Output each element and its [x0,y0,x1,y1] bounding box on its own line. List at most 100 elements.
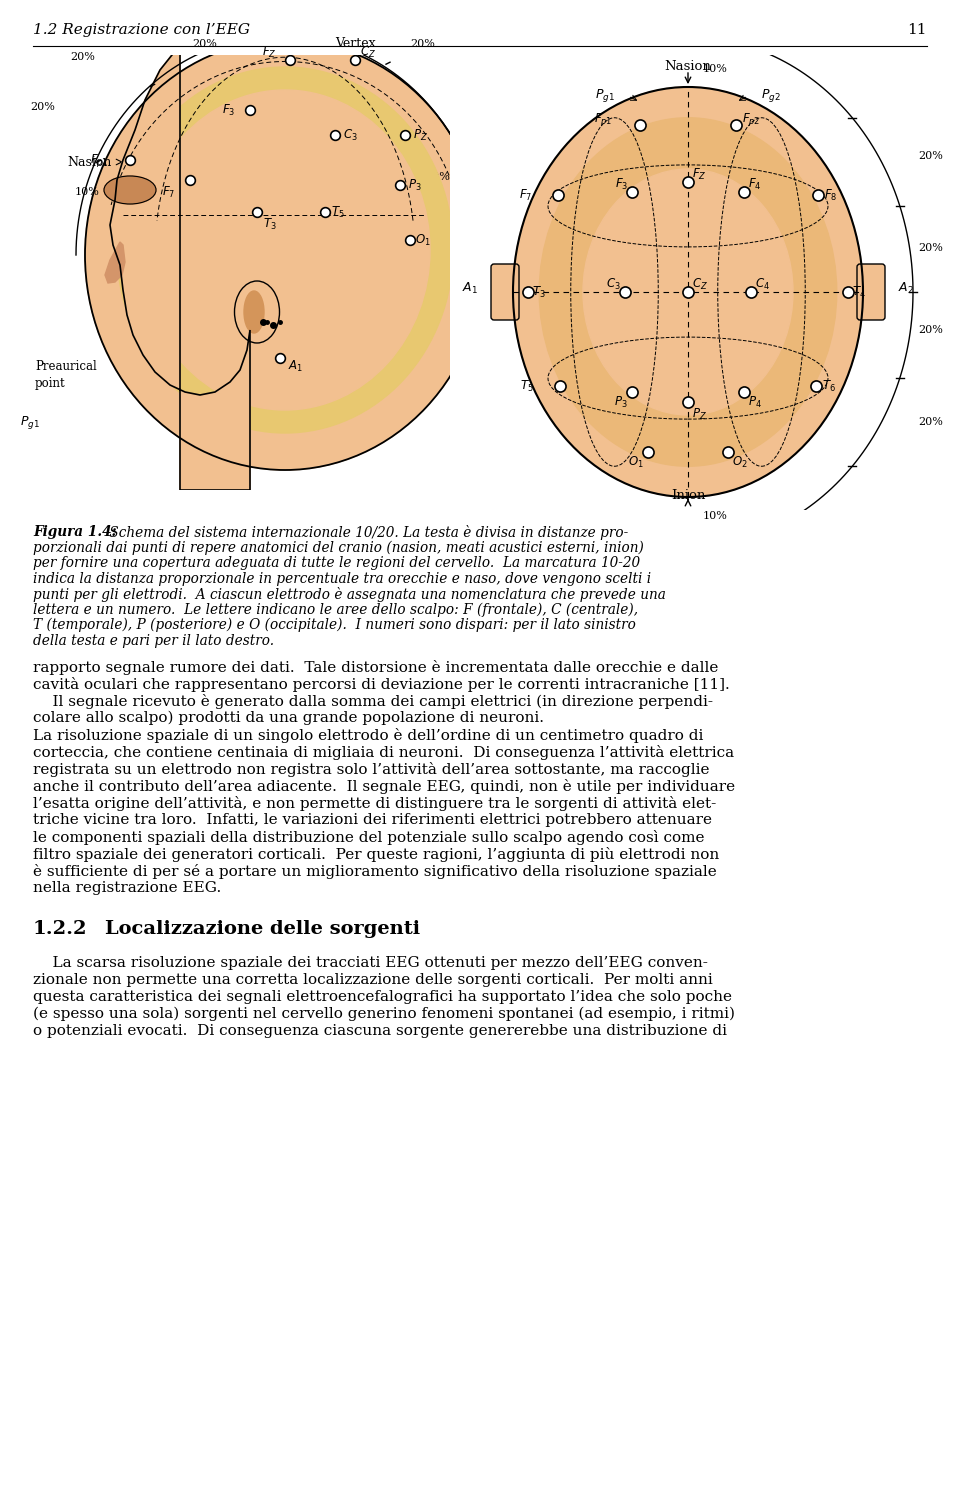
Text: $P_Z$: $P_Z$ [413,128,428,143]
Text: rapporto segnale rumore dei dati.  Tale distorsione è incrementata dalle orecchi: rapporto segnale rumore dei dati. Tale d… [33,660,718,675]
Text: $T_5$: $T_5$ [520,379,534,394]
Text: La risoluzione spaziale di un singolo elettrodo è dell’ordine di un centimetro q: La risoluzione spaziale di un singolo el… [33,727,704,742]
Text: 1.2 Registrazione con l’EEG: 1.2 Registrazione con l’EEG [33,23,250,38]
Text: 20%: 20% [918,325,943,335]
Text: $C_3$: $C_3$ [343,128,358,143]
Ellipse shape [583,168,793,415]
Text: 10%: 10% [255,422,280,431]
Text: Figura 1.4:: Figura 1.4: [33,525,116,540]
Text: è sufficiente di per sé a portare un miglioramento significativo della risoluzio: è sufficiente di per sé a portare un mig… [33,864,717,879]
Text: Schema del sistema internazionale 10/20. La testa è divisa in distanze pro-: Schema del sistema internazionale 10/20.… [105,525,628,540]
Polygon shape [110,45,250,490]
Text: $P_4$: $P_4$ [748,394,762,409]
Text: $F_7$: $F_7$ [162,185,176,200]
Text: anche il contributo dell’area adiacente.  Il segnale EEG, quindi, non è utile pe: anche il contributo dell’area adiacente.… [33,779,735,794]
Text: 1.2.2: 1.2.2 [33,920,87,938]
Text: $C_Z$: $C_Z$ [360,45,376,60]
Text: $C_4$: $C_4$ [755,277,770,292]
Text: Vertex: Vertex [335,38,375,50]
Text: $P_Z$: $P_Z$ [692,406,707,421]
Polygon shape [110,45,250,490]
Text: $F_{p2}$: $F_{p2}$ [742,111,760,128]
Text: 11: 11 [907,23,927,38]
Text: o potenziali evocati.  Di conseguenza ciascuna sorgente genererebbe una distribu: o potenziali evocati. Di conseguenza cia… [33,1024,727,1039]
Text: $P_3$: $P_3$ [614,394,628,409]
Ellipse shape [513,87,863,497]
Text: 20%: 20% [30,102,55,113]
FancyBboxPatch shape [857,265,885,320]
Text: $P_3$: $P_3$ [408,177,421,192]
Ellipse shape [244,292,264,334]
Text: $F_4$: $F_4$ [748,176,761,191]
Text: zionale non permette una corretta localizzazione delle sorgenti corticali.  Per : zionale non permette una corretta locali… [33,972,712,987]
Text: $F_3$: $F_3$ [614,176,628,191]
Text: $A_2$: $A_2$ [898,281,914,296]
Text: Inion: Inion [671,488,706,502]
Text: $A_1$: $A_1$ [288,358,303,374]
Text: 20%: 20% [425,253,450,262]
Text: punti per gli elettrodi.  A ciascun elettrodo è assegnata una nomenclatura che p: punti per gli elettrodi. A ciascun elett… [33,588,666,603]
Text: questa caratteristica dei segnali elettroencefalografici ha supportato l’idea ch: questa caratteristica dei segnali elettr… [33,990,732,1004]
Text: della testa e pari per il lato destro.: della testa e pari per il lato destro. [33,633,275,648]
Text: $T_3$: $T_3$ [532,284,545,299]
Text: nella registrazione EEG.: nella registrazione EEG. [33,881,221,894]
Text: 20%: 20% [71,53,95,62]
Text: filtro spaziale dei generatori corticali.  Per queste ragioni, l’aggiunta di più: filtro spaziale dei generatori corticali… [33,848,719,863]
Text: Nasion: Nasion [67,155,111,168]
Text: 20%: 20% [918,150,943,161]
Text: lettera e un numero.  Le lettere indicano le aree dello scalpo: F (frontale), C : lettera e un numero. Le lettere indicano… [33,603,638,616]
Text: 20%: 20% [918,418,943,427]
Text: 10%: 10% [703,511,728,522]
Text: cavità oculari che rappresentano percorsi di deviazione per le correnti intracra: cavità oculari che rappresentano percors… [33,676,730,691]
Text: $T_3$: $T_3$ [263,216,276,231]
Text: $P_{g2}$: $P_{g2}$ [761,87,780,104]
Text: $F_8$: $F_8$ [824,188,837,203]
Text: l’esatta origine dell’attività, e non permette di distinguere tra le sorgenti di: l’esatta origine dell’attività, e non pe… [33,797,716,812]
Text: Localizzazione delle sorgenti: Localizzazione delle sorgenti [105,920,420,938]
Text: $F_{p1}$: $F_{p1}$ [90,152,108,168]
Text: $F_Z$: $F_Z$ [692,167,707,182]
Text: triche vicine tra loro.  Infatti, le variazioni dei riferimenti elettrici potreb: triche vicine tra loro. Infatti, le vari… [33,813,712,827]
Text: 10%: 10% [75,186,100,197]
Text: $F_{p1}$: $F_{p1}$ [593,111,612,128]
Text: $C_Z$: $C_Z$ [692,277,708,292]
Text: 10%: 10% [375,373,400,382]
Text: $F_Z$: $F_Z$ [262,45,276,60]
Ellipse shape [140,90,430,410]
Ellipse shape [104,176,156,204]
Text: 20%: 20% [425,171,450,182]
Text: indica la distanza proporzionale in percentuale tra orecchie e naso, dove vengon: indica la distanza proporzionale in perc… [33,571,651,586]
Text: $F_3$: $F_3$ [222,102,235,117]
Text: $T_4$: $T_4$ [852,284,866,299]
Text: $P_{g1}$: $P_{g1}$ [595,87,615,104]
Text: $T_5$: $T_5$ [331,204,345,219]
Ellipse shape [117,68,453,433]
Text: $F_7$: $F_7$ [518,188,532,203]
Text: 20%: 20% [193,39,217,50]
Text: le componenti spaziali della distribuzione del potenziale sullo scalpo agendo co: le componenti spaziali della distribuzio… [33,830,705,845]
Ellipse shape [85,41,485,470]
Text: T (temporale), P (posteriore) e O (occipitale).  I numeri sono dispari: per il l: T (temporale), P (posteriore) e O (occip… [33,618,636,633]
Text: colare allo scalpo) prodotti da una grande popolazione di neuroni.: colare allo scalpo) prodotti da una gran… [33,711,544,726]
Text: $P_{g1}$: $P_{g1}$ [20,413,39,430]
Text: $T_6$: $T_6$ [822,379,836,394]
Polygon shape [105,242,125,283]
Text: La scarsa risoluzione spaziale dei tracciati EEG ottenuti per mezzo dell’EEG con: La scarsa risoluzione spaziale dei tracc… [33,956,708,969]
Text: $O_2$: $O_2$ [732,454,748,469]
Text: 10%: 10% [703,65,728,74]
Text: (e spesso una sola) sorgenti nel cervello generino fenomeni spontanei (ad esempi: (e spesso una sola) sorgenti nel cervell… [33,1007,735,1022]
Text: $O_1$: $O_1$ [415,233,431,248]
Text: Nasion: Nasion [664,60,711,74]
Text: $C_3$: $C_3$ [607,277,621,292]
Text: Inion: Inion [400,328,433,341]
Text: porzionali dai punti di repere anatomici del cranio (nasion, meati acustici este: porzionali dai punti di repere anatomici… [33,541,644,555]
Text: per fornire una copertura adeguata di tutte le regioni del cervello.  La marcatu: per fornire una copertura adeguata di tu… [33,556,640,570]
Ellipse shape [540,117,837,466]
Text: Il segnale ricevuto è generato dalla somma dei campi elettrici (in direzione per: Il segnale ricevuto è generato dalla som… [33,694,713,709]
Text: corteccia, che contiene centinaia di migliaia di neuroni.  Di conseguenza l’atti: corteccia, che contiene centinaia di mig… [33,745,734,761]
Text: $O_1$: $O_1$ [628,454,644,469]
Text: 20%: 20% [918,243,943,253]
Ellipse shape [234,281,279,343]
Text: Preaurical
point: Preaurical point [35,361,97,389]
Text: $A_1$: $A_1$ [462,281,478,296]
